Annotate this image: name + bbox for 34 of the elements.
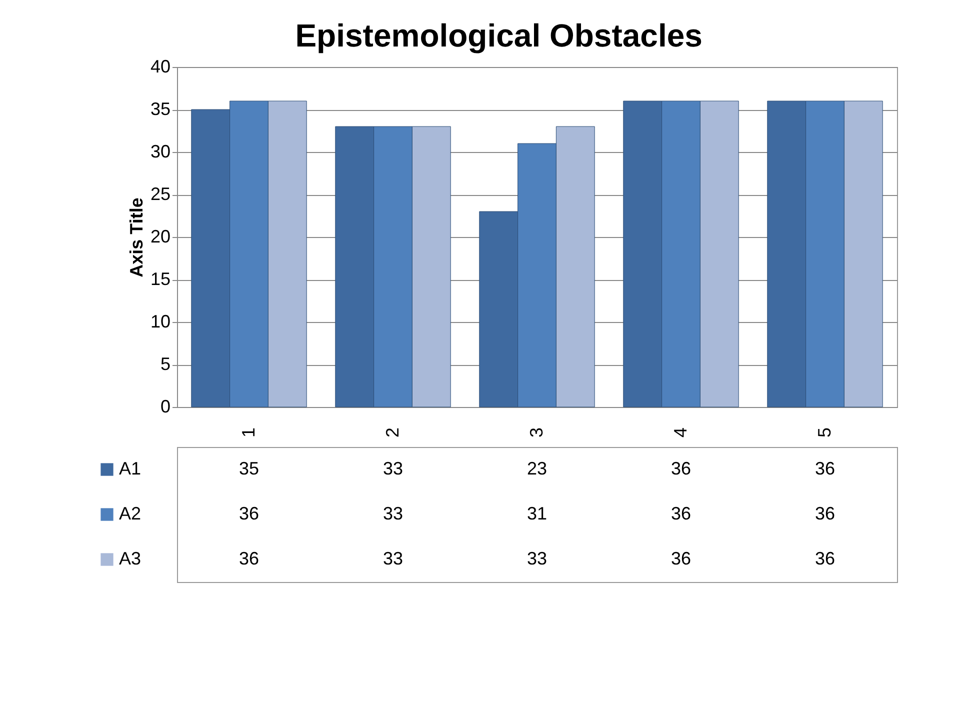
data-label: 23 (526, 458, 548, 478)
y-tick-label: 5 (160, 354, 170, 374)
data-label: 33 (382, 504, 404, 524)
x-tick-label: 1 (238, 427, 258, 438)
x-tick-label: 5 (814, 427, 834, 438)
x-tick-label: 4 (670, 427, 690, 438)
legend-label: A2 (119, 504, 142, 524)
y-tick-label: 35 (150, 99, 170, 119)
data-label: 35 (238, 458, 260, 478)
data-label: 36 (670, 458, 692, 478)
data-label: 33 (382, 458, 404, 478)
y-tick-label: 0 (160, 396, 170, 416)
data-label: 36 (814, 458, 836, 478)
data-label: 33 (382, 548, 404, 568)
x-tick-label: 3 (526, 427, 546, 438)
y-tick-label: 20 (150, 226, 170, 246)
data-label: 36 (670, 504, 692, 524)
x-tick-label: 2 (382, 427, 402, 438)
data-label: 36 (238, 504, 260, 524)
y-tick-label: 15 (150, 269, 170, 289)
data-label: 36 (814, 504, 836, 524)
y-tick-label: 10 (150, 312, 170, 332)
data-label: 36 (670, 548, 692, 568)
legend-label: A1 (119, 458, 142, 478)
y-tick-label: 30 (150, 142, 170, 162)
data-label: 33 (526, 548, 548, 568)
legend-label: A3 (119, 548, 142, 568)
chart-title: Epistemological Obstacles (295, 18, 702, 54)
y-tick-label: 25 (150, 184, 170, 204)
data-label: 36 (814, 548, 836, 568)
y-axis-title: Axis Title (126, 198, 146, 278)
data-label: 36 (238, 548, 260, 568)
data-label: 31 (526, 504, 548, 524)
y-tick-label: 40 (150, 56, 170, 76)
